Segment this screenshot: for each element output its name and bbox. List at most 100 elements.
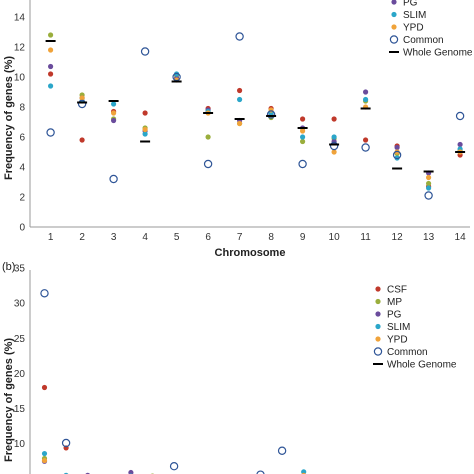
chart-a-point-mp-5 (205, 134, 211, 140)
chart-a-point-common-5 (203, 159, 213, 169)
chart-a-y-tick-3: 6 (19, 133, 25, 144)
chart-a-x-label: Chromosome (215, 247, 286, 259)
chart-b-y-tick-6: 35 (14, 264, 26, 275)
chart-b-point-slim-0 (41, 450, 48, 457)
chart-a-point-mp-12 (426, 180, 432, 187)
chart-a-point-common-6 (235, 32, 244, 41)
chart-a-x-tick-2: 3 (111, 232, 117, 243)
chart-a-x-tick-1: 2 (79, 232, 85, 243)
chart-a-point-ypd-12 (426, 174, 432, 181)
chart-a-point-ypd-1 (79, 95, 85, 101)
chart-a-point-common-12 (424, 191, 433, 200)
chart-a-point-csf-8 (300, 116, 306, 122)
chart-a-legend-label-ypd: YPD (403, 23, 424, 34)
chart-a-point-mp-0 (48, 32, 54, 38)
chart-b-legend-marker-ypd (375, 336, 381, 342)
chart-a-point-csf-6 (237, 87, 243, 94)
chart-b-point-ypd-0 (41, 457, 48, 464)
chart-a-point-common-11 (392, 150, 402, 160)
chart-b-y-tick-1: 10 (14, 439, 26, 450)
chart-a-x-tick-0: 1 (48, 232, 54, 243)
chart-a-x-tick-9: 10 (329, 232, 341, 243)
chart-a-point-common-13 (455, 111, 465, 121)
chart-b-legend-label-csf: CSF (387, 285, 407, 296)
chart-a-y-label: Frequency of genes (%) (3, 56, 15, 180)
chart-a-point-pg-0 (48, 63, 54, 70)
chart-a-y-tick-6: 12 (14, 43, 26, 54)
chart-a-legend-marker-slim (391, 11, 397, 18)
chart-a-legend-marker-ypd (391, 24, 397, 30)
chart-a-point-ypd-6 (237, 120, 243, 127)
chart-b-point-common-11 (277, 446, 287, 455)
chart-b-y-tick-4: 25 (14, 334, 26, 345)
chart-a-x-tick-13: 14 (455, 232, 467, 243)
chart-b-point-common-6 (169, 462, 179, 471)
chart-b-point-common-0 (40, 289, 49, 298)
chart-b-legend-label-slim: SLIM (387, 322, 410, 333)
chart-b-point-common-10 (256, 470, 265, 474)
chart-a-point-pg-13 (457, 141, 463, 148)
chart-b-legend-marker-csf (375, 286, 381, 292)
chart-a-point-slim-8 (300, 134, 306, 140)
chart-a-x-tick-4: 5 (174, 232, 180, 243)
chart-a-point-ypd-3 (142, 126, 148, 133)
chart-a-y-tick-4: 8 (19, 103, 25, 114)
chart-a-point-slim-6 (237, 96, 243, 103)
chart-a-y-tick-7: 14 (14, 13, 26, 24)
chart-b-point-common-1 (61, 438, 71, 448)
chart-a-x-tick-7: 8 (268, 232, 274, 243)
chart-a-point-common-0 (46, 128, 55, 137)
chart-b-y-tick-5: 30 (14, 299, 26, 310)
chart-b-legend-label-mp: MP (387, 297, 402, 308)
chart-a-point-common-3 (140, 47, 150, 56)
chart-a-point-ypd-2 (111, 110, 117, 116)
chart-a-point-common-2 (109, 174, 118, 184)
chart-a-point-csf-0 (48, 71, 54, 77)
chart-b-legend-marker-slim (375, 323, 381, 330)
chart-b-legend-label-common: Common (387, 347, 428, 358)
chart-a-point-common-7 (266, 110, 276, 119)
chart-a-x-tick-3: 4 (142, 232, 148, 243)
chart-a-point-slim-3 (142, 131, 148, 137)
chart-a-point-mp-8 (300, 138, 306, 145)
chart-a-y-tick-5: 10 (14, 73, 26, 84)
chart-a-y-ticks: 0 2 4 6 8 10 12 14 (14, 13, 26, 234)
chart-a-point-common-8 (298, 159, 307, 169)
chart-b-legend-label-pg: PG (387, 310, 402, 321)
chart-a-marks (45, 32, 466, 200)
chart-b-legend-marker-mp (375, 298, 381, 305)
chart-a-point-ypd-8 (300, 128, 306, 134)
chart-a-x-tick-8: 9 (300, 232, 306, 243)
chart-a-legend-marker-common (389, 35, 399, 44)
chart-a-legend-label-common: Common (403, 35, 444, 46)
chart-a-point-slim-12 (426, 185, 432, 191)
chart-a-legend-marker-pg (391, 0, 397, 5)
chart-a-y-tick-0: 0 (19, 223, 25, 234)
chart-a-point-pg-2 (111, 117, 117, 124)
chart-a-point-ypd-9 (331, 149, 337, 155)
chart-a-x-ticks: 1 2 3 4 5 6 7 8 9 10 11 12 13 14 (48, 232, 466, 243)
chart-a-x-tick-12: 13 (423, 232, 435, 243)
chart-a-point-common-10 (361, 143, 370, 152)
chart-b-y-tick-2: 15 (14, 404, 26, 415)
chart-b-legend-marker-common (373, 347, 383, 356)
chart-a-point-pg-10 (363, 89, 369, 95)
chart-b: (b) 5101520253035 Frequency of genes (%)… (2, 261, 457, 474)
chart-a-y-tick-2: 4 (19, 163, 25, 174)
chart-b-marks (40, 289, 307, 474)
chart-a-point-csf-1 (79, 137, 85, 143)
chart-b-point-slim-12 (301, 469, 307, 474)
chart-b-legend-marker-pg (375, 311, 381, 317)
chart-a-point-slim-0 (48, 83, 54, 89)
chart-a-point-ypd-0 (48, 47, 54, 53)
chart-b-point-pg-4 (128, 469, 134, 474)
chart-a-x-tick-10: 11 (360, 232, 371, 243)
chart-b-y-label: Frequency of genes (%) (3, 338, 15, 462)
chart-b-legend-label-whole-genome: Whole Genome (387, 360, 457, 371)
chart-a-point-slim-9 (331, 134, 337, 140)
chart-b-y-tick-3: 20 (14, 369, 26, 380)
chart-a-legend-label-pg: PG (403, 0, 418, 9)
